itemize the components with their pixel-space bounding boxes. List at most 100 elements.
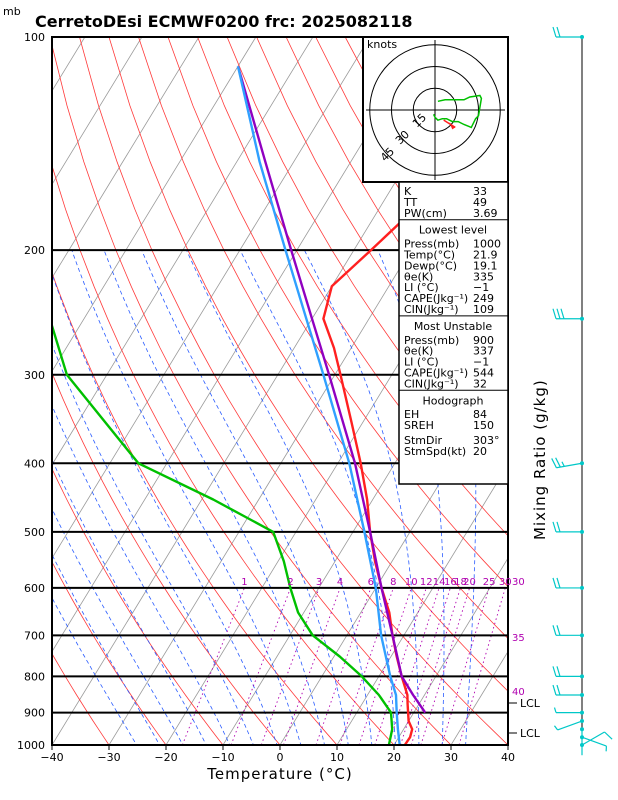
mixing-ratio-label: 3 (316, 577, 322, 588)
isotherm-line (556, 5, 618, 760)
theta-e-label: 40 (512, 687, 525, 698)
barb-flag (551, 458, 557, 469)
index-value: 150 (473, 419, 494, 432)
wind-barb (580, 727, 584, 756)
barb-base (580, 727, 584, 732)
barb-flag (556, 666, 561, 677)
barb-flag (556, 26, 561, 38)
mixing-ratio-line (283, 587, 341, 745)
wind-barb (552, 684, 584, 698)
lcl-label: LCL (520, 697, 541, 710)
barb-half-flag (553, 725, 559, 731)
mixing-ratio-label: 4 (337, 577, 343, 588)
x-tick-label: −40 (40, 751, 63, 764)
index-name: StmSpd(kt) (404, 445, 466, 458)
barb-staff (581, 736, 607, 747)
isotherm-line (52, 37, 257, 372)
isotherm-line (613, 5, 618, 760)
pressure-tick-label: 700 (24, 629, 45, 642)
barb-base (580, 461, 584, 466)
wind-barb (552, 666, 584, 679)
dry-adiabat-line (52, 164, 395, 745)
x-tick-label: 30 (444, 751, 458, 764)
barb-base (580, 674, 584, 679)
isotherm-line (336, 463, 508, 745)
dry-adiabat-line (552, 37, 618, 760)
mixing-ratio-label: 2 (287, 577, 293, 588)
index-value: 19.1 (473, 259, 498, 272)
barb-base (580, 710, 584, 715)
barb-flag (552, 521, 557, 533)
pressure-tick-label: 900 (24, 707, 45, 720)
moist-adiabat-line (52, 553, 161, 745)
barb-flag (604, 731, 613, 740)
index-name: θe(K) (404, 345, 433, 358)
isotherm-line (165, 183, 508, 745)
dry-adiabat-line (52, 561, 167, 745)
index-name: TT (403, 196, 418, 209)
moist-adiabat-line (239, 249, 396, 745)
pressure-tick-label: 200 (24, 244, 45, 257)
moist-adiabat-line (52, 458, 207, 745)
pressure-tick-label: 400 (24, 457, 45, 470)
theta-e-labels: 35 40 30 (512, 577, 525, 698)
x-tick-label: −30 (97, 751, 120, 764)
index-name: CIN(Jkg⁻¹) (404, 303, 459, 316)
theta-e-label: 30 (512, 577, 525, 588)
barb-flag (560, 308, 565, 319)
dry-adiabat-line (611, 37, 618, 760)
profile-line (236, 65, 427, 714)
mixing-ratio-label: 6 (368, 577, 374, 588)
index-value: 1000 (473, 238, 501, 251)
barb-flag (552, 666, 557, 677)
index-value: 249 (473, 292, 494, 305)
isotherm-line (507, 744, 508, 745)
y-axis: 100 200 300 400 500 600 700 800 900 1000 (17, 31, 45, 752)
wind-barb (553, 719, 584, 731)
index-value: 20 (473, 445, 487, 458)
moist-adiabat-line (103, 249, 326, 745)
x-tick-label: −20 (154, 751, 177, 764)
dry-adiabat-line (52, 467, 224, 745)
mixing-ratio-label: 1 (241, 577, 247, 588)
mixing-ratio-line (420, 587, 470, 745)
dry-adiabat-line (581, 37, 618, 760)
pressure-tick-label: 800 (24, 670, 45, 683)
mixing-ratio-line (315, 587, 372, 745)
moist-adiabat-line (52, 343, 254, 745)
x-tick-label: 40 (501, 751, 515, 764)
x-tick-label: −10 (211, 751, 234, 764)
wind-barb (580, 731, 613, 747)
barb-flag (552, 577, 557, 589)
index-name: CAPE(Jkg⁻¹) (404, 292, 468, 305)
mixing-ratio-label: 30 (499, 577, 512, 588)
index-value: 84 (473, 408, 487, 421)
chart-title: CerretoDEsi ECMWF0200 frc: 2025082118 (35, 12, 413, 31)
dry-adiabat-line (492, 37, 508, 61)
lcl-markers: LCL LCL (507, 697, 541, 740)
index-value: 900 (473, 334, 494, 347)
pressure-tick-label: 500 (24, 526, 45, 539)
wind-barb (552, 308, 584, 321)
index-value: −1 (473, 356, 489, 369)
moist-adiabat-line (52, 404, 231, 745)
dry-adiabat-line (138, 37, 508, 639)
dry-adiabat-line (108, 37, 508, 692)
hodograph-units: knots (367, 38, 397, 51)
index-name: StmDir (404, 434, 443, 447)
index-name: K (404, 185, 412, 198)
barb-flag (556, 684, 561, 696)
index-name: CIN(Jkg⁻¹) (404, 377, 459, 390)
index-value: 49 (473, 196, 487, 209)
mixing-ratio-label: 25 (483, 577, 496, 588)
index-name: Press(mb) (404, 334, 459, 347)
index-value: 544 (473, 367, 494, 380)
mixing-ratio-label: 14 (433, 577, 446, 588)
barb-flag (555, 457, 561, 468)
wind-barbs (551, 26, 613, 756)
mixing-ratio-line (181, 587, 245, 745)
index-name: θe(K) (404, 270, 433, 283)
barb-half-flag (553, 707, 557, 713)
wind-barb (552, 26, 584, 39)
